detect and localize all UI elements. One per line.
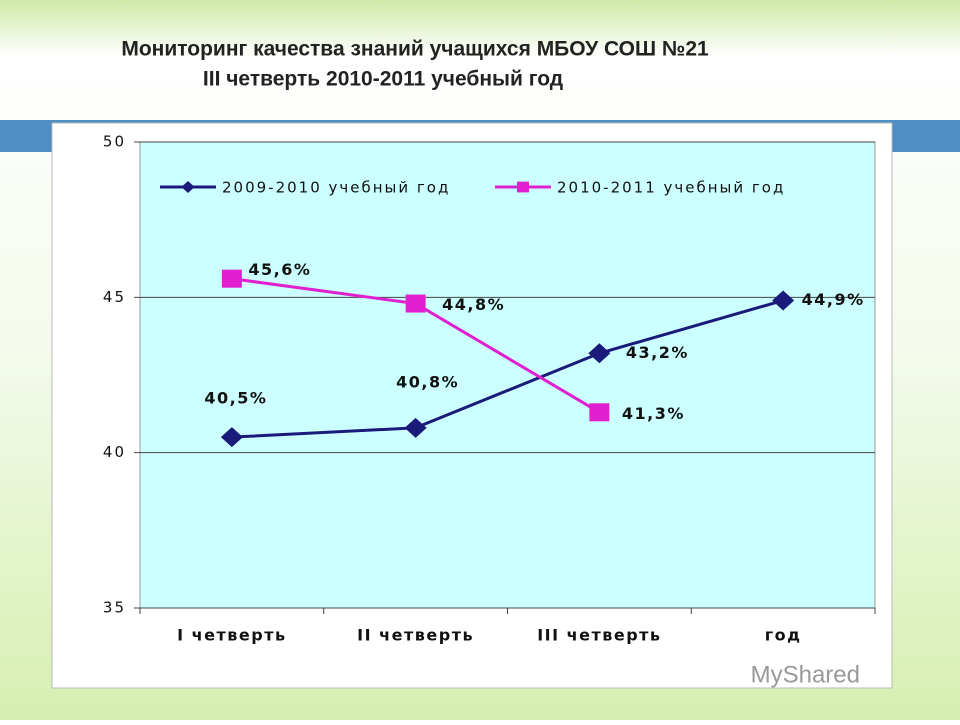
marker (405, 294, 426, 313)
data-label: 45,6% (248, 260, 311, 279)
legend-label: 2009-2010 учебный год (222, 179, 450, 197)
marker (404, 417, 427, 438)
data-label: 43,2% (626, 343, 689, 362)
data-label: 40,8% (396, 372, 459, 391)
y-tick-label: 35 (103, 599, 126, 617)
data-label: 44,9% (802, 290, 865, 309)
y-tick-label: 40 (103, 443, 126, 461)
y-tick-label: 45 (103, 288, 126, 306)
marker (772, 290, 795, 311)
data-label: 40,5% (204, 389, 267, 408)
marker (221, 269, 242, 288)
x-tick-label: II четверть (357, 626, 474, 645)
y-tick-label: 50 (103, 133, 126, 151)
legend-marker (517, 181, 529, 193)
data-label: 41,3% (622, 404, 685, 423)
legend-marker (181, 181, 195, 193)
marker (220, 427, 243, 448)
series-line (231, 298, 784, 439)
x-tick-label: I четверть (177, 626, 286, 645)
marker (588, 343, 611, 364)
marker (589, 403, 610, 422)
chart-title: Мониторинг качества знаний учащихся МБОУ… (121, 38, 709, 61)
x-tick-label: III четверть (537, 626, 661, 645)
x-tick-label: год (765, 626, 802, 645)
watermark: MyShared (751, 661, 860, 688)
plot-area (139, 141, 876, 609)
legend-label: 2010-2011 учебный год (557, 179, 785, 197)
data-label: 44,8% (442, 295, 505, 314)
chart-subtitle: III четверть 2010-2011 учебный год (203, 68, 563, 91)
